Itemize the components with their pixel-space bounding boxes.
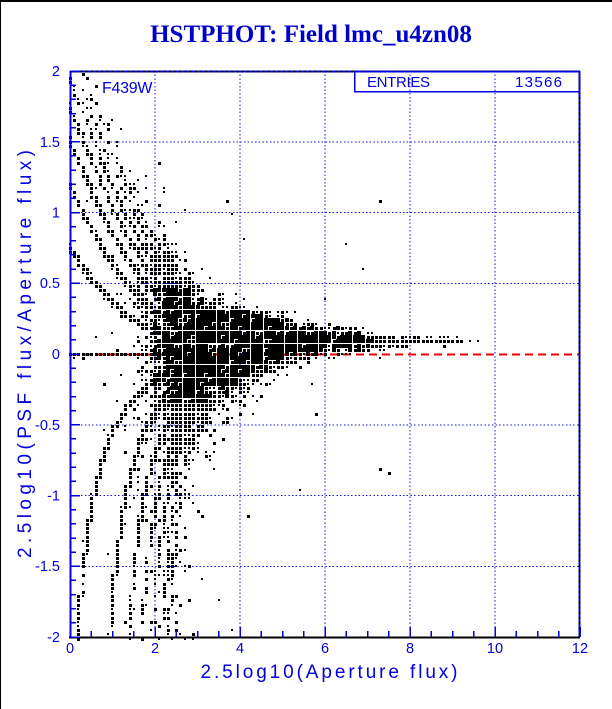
svg-text:2.5log10(Aperture flux): 2.5log10(Aperture flux) (201, 662, 458, 683)
svg-text:1: 1 (52, 206, 60, 222)
svg-text:0.5: 0.5 (40, 276, 60, 292)
svg-text:-2: -2 (47, 630, 60, 646)
svg-text:-0.5: -0.5 (35, 418, 60, 434)
svg-text:-1.5: -1.5 (35, 559, 60, 575)
svg-text:F439W: F439W (102, 80, 153, 97)
svg-text:4: 4 (236, 641, 244, 657)
svg-text:6: 6 (321, 641, 329, 657)
svg-text:-1: -1 (47, 489, 60, 505)
svg-text:12: 12 (572, 641, 588, 657)
svg-text:2: 2 (151, 641, 159, 657)
svg-text:0: 0 (52, 347, 60, 363)
svg-text:2.5log10(PSF flux/Aperture flu: 2.5log10(PSF flux/Aperture flux) (15, 150, 36, 558)
svg-text:2: 2 (52, 64, 60, 80)
svg-text:10: 10 (487, 641, 503, 657)
svg-text:8: 8 (406, 641, 414, 657)
svg-text:1.5: 1.5 (40, 135, 60, 151)
svg-text:0: 0 (66, 641, 74, 657)
svg-text:ENTRIES: ENTRIES (367, 74, 430, 91)
svg-text:13566: 13566 (515, 74, 562, 91)
